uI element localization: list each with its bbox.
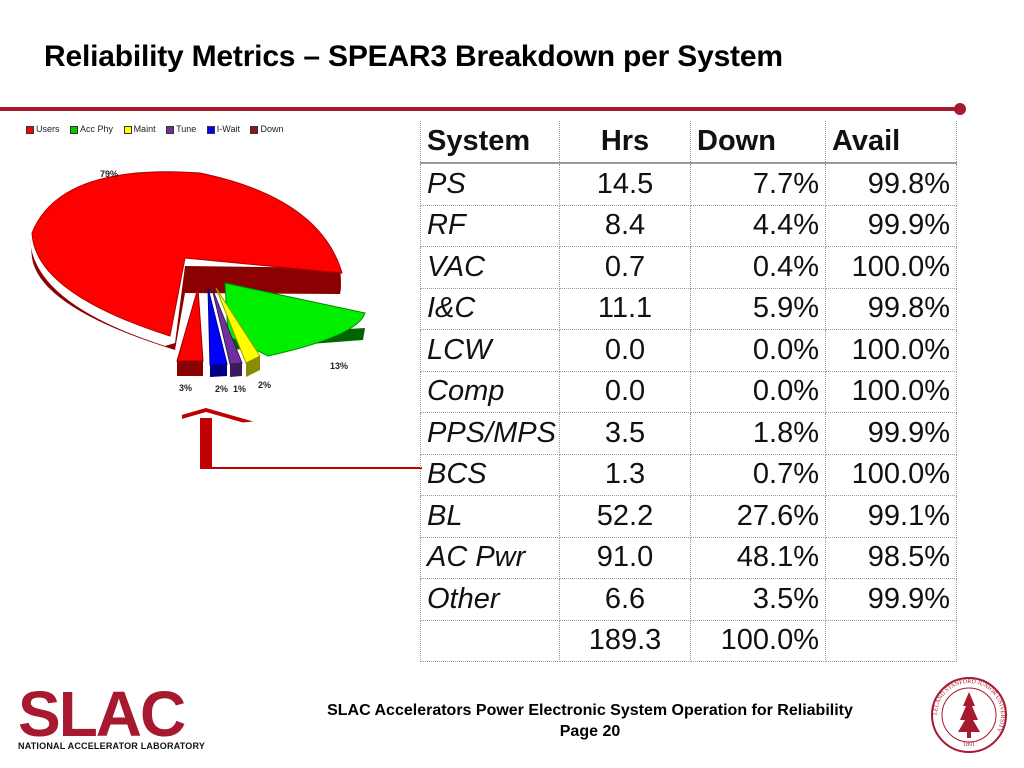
cell-hrs: 11.1 — [559, 288, 691, 330]
cell-hrs: 52.2 — [559, 495, 691, 538]
table-row: I&C 11.1 5.9% 99.8% — [420, 288, 957, 330]
legend-item-i-wait: I-Wait — [206, 124, 240, 134]
table-row: PPS/MPS 3.5 1.8% 99.9% — [420, 412, 957, 455]
pie-slice-users — [31, 171, 343, 337]
legend-item-down: Down — [250, 124, 284, 134]
cell-system: Other — [420, 578, 560, 621]
cell-down: 0.0% — [690, 329, 826, 372]
cell-down: 48.1% — [690, 537, 826, 579]
cell-down: 5.9% — [690, 288, 826, 330]
table-row: Other 6.6 3.5% 99.9% — [420, 578, 957, 621]
cell-hrs: 91.0 — [559, 537, 691, 579]
pie-label-users: 79% — [100, 169, 119, 179]
cell-system: VAC — [420, 246, 560, 289]
table-row: BCS 1.3 0.7% 100.0% — [420, 454, 957, 496]
cell-down: 4.4% — [690, 205, 826, 247]
cell-avail: 100.0% — [825, 329, 957, 372]
cell-avail: 99.9% — [825, 412, 957, 455]
system-breakdown-table: System Hrs Down Avail PS 14.5 7.7% 99.8% RF 8… — [420, 121, 957, 662]
cell-avail: 98.5% — [825, 537, 957, 579]
page-number: Page 20 — [559, 723, 621, 740]
pie-label-tune: 1% — [233, 384, 247, 394]
pie-label-acc-phy: 13% — [330, 361, 349, 371]
title-rule — [0, 107, 960, 111]
cell-avail: 100.0% — [825, 454, 957, 496]
cell-avail: 99.1% — [825, 495, 957, 538]
footer: SLAC Accelerators Power Electronic Syste… — [220, 700, 960, 742]
slac-logo-text: SLAC — [18, 684, 185, 740]
cell-hrs: 0.7 — [559, 246, 691, 289]
stanford-seal: LELAND STANFORD JUNIOR UNIVERSITY 1891 — [931, 677, 1007, 753]
cell-avail: 100.0% — [825, 371, 957, 413]
table-header-row: System Hrs Down Avail — [420, 121, 957, 164]
cell-down: 0.7% — [690, 454, 826, 496]
cell-down: 0.4% — [690, 246, 826, 289]
cell-system: PS — [420, 163, 560, 206]
pie-chart — [30, 171, 366, 377]
pie-label-maint: 2% — [258, 380, 272, 390]
cell-avail: 99.8% — [825, 163, 957, 206]
bracket-arrow — [182, 408, 422, 469]
cell-down: 3.5% — [690, 578, 826, 621]
cell-system: AC Pwr — [420, 537, 560, 579]
cell-hrs: 0.0 — [559, 371, 691, 413]
title-rule-end-dot — [954, 103, 966, 115]
cell-hrs: 0.0 — [559, 329, 691, 372]
table-row: LCW 0.0 0.0% 100.0% — [420, 329, 957, 372]
cell-avail — [825, 620, 957, 662]
cell-system: RF — [420, 205, 560, 247]
pie-slice-acc-phy — [224, 282, 366, 357]
cell-hrs: 6.6 — [559, 578, 691, 621]
cell-hrs: 3.5 — [559, 412, 691, 455]
table-row: BL 52.2 27.6% 99.1% — [420, 495, 957, 538]
svg-text:1891: 1891 — [963, 742, 975, 748]
cell-avail: 99.9% — [825, 578, 957, 621]
cell-system: LCW — [420, 329, 560, 372]
cell-system: I&C — [420, 288, 560, 330]
cell-system — [420, 620, 560, 662]
slide-title: Reliability Metrics – SPEAR3 Breakdown p… — [44, 40, 783, 73]
cell-system: Comp — [420, 371, 560, 413]
slac-logo: SLAC — [18, 684, 187, 740]
slac-logo-subtitle: NATIONAL ACCELERATOR LABORATORY — [18, 741, 206, 751]
cell-system: BCS — [420, 454, 560, 496]
footer-line-1: SLAC Accelerators Power Electronic Syste… — [327, 702, 853, 719]
pie-label-i-wait: 2% — [215, 384, 229, 394]
pie-legend: Users Acc Phy Maint Tune I-Wait Down — [26, 124, 292, 134]
table-row: RF 8.4 4.4% 99.9% — [420, 205, 957, 247]
cell-down: 7.7% — [690, 163, 826, 206]
header-hrs: Hrs — [559, 121, 691, 164]
pie-label-down: 3% — [179, 383, 193, 393]
cell-hrs: 1.3 — [559, 454, 691, 496]
cell-down: 100.0% — [690, 620, 826, 662]
table-row: AC Pwr 91.0 48.1% 98.5% — [420, 537, 957, 579]
table-body: PS 14.5 7.7% 99.8% RF 8.4 4.4% 99.9% VAC 0.7 0.4% 1… — [420, 163, 957, 662]
cell-avail: 100.0% — [825, 246, 957, 289]
legend-item-users: Users — [26, 124, 60, 134]
cell-system: BL — [420, 495, 560, 538]
cell-down: 1.8% — [690, 412, 826, 455]
header-avail: Avail — [825, 121, 957, 164]
cell-hrs: 189.3 — [559, 620, 691, 662]
cell-avail: 99.8% — [825, 288, 957, 330]
header-system: System — [420, 121, 560, 164]
cell-system: PPS/MPS — [420, 412, 560, 455]
cell-down: 27.6% — [690, 495, 826, 538]
table-row: Comp 0.0 0.0% 100.0% — [420, 371, 957, 413]
cell-hrs: 8.4 — [559, 205, 691, 247]
header-down: Down — [690, 121, 826, 164]
table-row: PS 14.5 7.7% 99.8% — [420, 163, 957, 206]
cell-avail: 99.9% — [825, 205, 957, 247]
table-row: 189.3 100.0% — [420, 620, 957, 662]
legend-item-tune: Tune — [166, 124, 196, 134]
legend-item-maint: Maint — [123, 124, 156, 134]
cell-down: 0.0% — [690, 371, 826, 413]
cell-hrs: 14.5 — [559, 163, 691, 206]
legend-item-acc-phy: Acc Phy — [70, 124, 113, 134]
table-row: VAC 0.7 0.4% 100.0% — [420, 246, 957, 289]
